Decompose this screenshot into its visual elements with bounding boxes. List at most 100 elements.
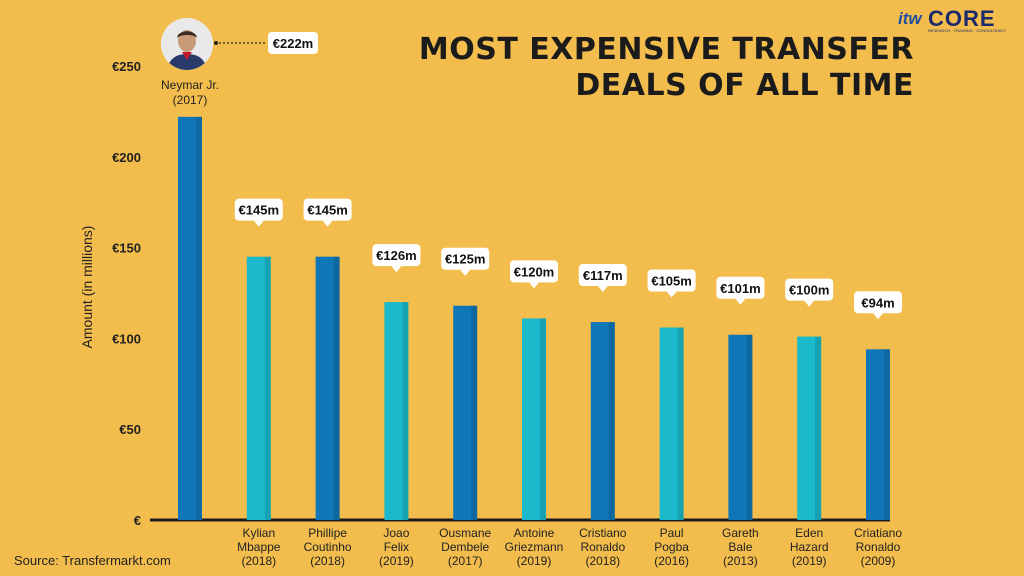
value-callout-box bbox=[234, 198, 283, 221]
x-tick-label: (2009) bbox=[861, 554, 896, 568]
logo-tagline: RESEARCH · TRAINING · CONSULTANCY bbox=[928, 28, 1007, 33]
value-callout-pointer bbox=[597, 286, 608, 293]
bar bbox=[384, 302, 409, 520]
x-tick-label: (2013) bbox=[723, 554, 758, 568]
bar-shade bbox=[471, 305, 478, 520]
bar bbox=[590, 322, 615, 520]
bar-shade bbox=[402, 302, 409, 520]
source-note: Source: Transfermarkt.com bbox=[14, 553, 171, 568]
value-callout-pointer bbox=[322, 220, 333, 227]
value-callout-pointer bbox=[529, 282, 539, 289]
x-tick-label: Coutinho bbox=[304, 540, 352, 554]
x-tick-label: Cristiano bbox=[579, 526, 627, 540]
bar-shade bbox=[884, 349, 890, 520]
x-tick-label: Eden bbox=[795, 526, 823, 540]
x-tick-label: Phillipe bbox=[308, 526, 347, 540]
x-tick-label: (2019) bbox=[517, 554, 552, 568]
x-tick-label: Pogba bbox=[654, 540, 689, 554]
x-tick-label: Paul bbox=[660, 526, 684, 540]
logo-prefix: itw bbox=[898, 9, 922, 28]
value-label: €101m bbox=[720, 281, 760, 296]
featured-connector-dot bbox=[214, 41, 218, 45]
bar-shade bbox=[540, 318, 546, 520]
bar-shade bbox=[746, 334, 753, 520]
bar bbox=[866, 349, 890, 520]
x-tick-label: Ousmane bbox=[439, 526, 491, 540]
featured-player-year: (2017) bbox=[172, 93, 208, 107]
featured-player-label: Neymar Jr. (2017) bbox=[140, 78, 240, 108]
value-callout-pointer bbox=[804, 300, 815, 307]
value-label: €125m bbox=[445, 252, 485, 267]
value-callout-box bbox=[303, 198, 352, 221]
player-avatar bbox=[161, 18, 213, 70]
x-tick-label: Criatiano bbox=[854, 526, 902, 540]
x-tick-label: (2019) bbox=[379, 554, 414, 568]
featured-player-name: Neymar Jr. bbox=[160, 78, 219, 92]
title-line-2: DEALS OF ALL TIME bbox=[575, 68, 914, 103]
value-label: €100m bbox=[789, 283, 829, 298]
logo-main: CORE bbox=[928, 6, 996, 31]
x-tick-label: Griezmann bbox=[505, 540, 564, 554]
value-callout-box bbox=[716, 276, 765, 299]
x-tick-label: (2019) bbox=[792, 554, 827, 568]
bar-shade bbox=[608, 322, 615, 520]
featured-callout-box bbox=[268, 32, 318, 54]
x-tick-label: Antoine bbox=[514, 526, 555, 540]
bar bbox=[246, 256, 271, 520]
value-callout-box bbox=[854, 291, 902, 314]
value-callout-box bbox=[578, 264, 627, 287]
value-callout-pointer bbox=[460, 269, 471, 276]
x-tick-label: (2016) bbox=[654, 554, 689, 568]
bar bbox=[453, 305, 478, 520]
value-callout-box bbox=[785, 278, 834, 301]
value-callout-pointer bbox=[253, 220, 264, 227]
y-tick-label: €100 bbox=[112, 331, 141, 346]
x-tick-label: Ronaldo bbox=[856, 540, 901, 554]
title-line-1: MOST EXPENSIVE TRANSFER bbox=[418, 32, 914, 67]
y-tick-label: €50 bbox=[119, 422, 141, 437]
bar bbox=[728, 334, 753, 520]
x-tick-label: (2018) bbox=[241, 554, 276, 568]
x-tick-label: Hazard bbox=[790, 540, 829, 554]
featured-value-label: €222m bbox=[273, 36, 313, 51]
x-tick-label: Gareth bbox=[722, 526, 759, 540]
y-tick-label: € bbox=[134, 513, 141, 528]
value-callout-pointer bbox=[873, 313, 883, 320]
value-label: €120m bbox=[514, 264, 554, 279]
value-label: €126m bbox=[376, 248, 416, 263]
value-callout-pointer bbox=[666, 291, 677, 298]
value-label: €145m bbox=[239, 203, 279, 218]
value-callout-box bbox=[647, 269, 696, 292]
value-callout-box bbox=[441, 247, 490, 270]
bar-shade bbox=[333, 256, 340, 520]
bar bbox=[522, 318, 546, 520]
brand-logo: itw CORE RESEARCH · TRAINING · CONSULTAN… bbox=[898, 4, 1018, 33]
chart-title: MOST EXPENSIVE TRANSFER DEALS OF ALL TIM… bbox=[419, 32, 914, 104]
x-tick-label: Bale bbox=[728, 540, 752, 554]
y-tick-label: €250 bbox=[112, 59, 141, 74]
value-label: €117m bbox=[583, 268, 623, 283]
y-tick-label: €200 bbox=[112, 150, 141, 165]
value-label: €105m bbox=[651, 274, 691, 289]
bar-shade bbox=[264, 256, 271, 520]
x-tick-label: Kylian bbox=[242, 526, 275, 540]
bar-shade bbox=[196, 116, 202, 521]
value-label: €94m bbox=[861, 295, 894, 310]
x-tick-label: Ronaldo bbox=[580, 540, 625, 554]
y-axis-label: Amount (in millions) bbox=[79, 226, 95, 349]
y-tick-label: €150 bbox=[112, 241, 141, 256]
bar-shade bbox=[815, 336, 822, 520]
bar bbox=[315, 256, 340, 520]
x-tick-label: Joao bbox=[383, 526, 409, 540]
value-label: €145m bbox=[307, 203, 347, 218]
value-callout-box bbox=[372, 244, 421, 267]
x-tick-label: (2017) bbox=[448, 554, 483, 568]
value-callout-pointer bbox=[735, 298, 746, 305]
value-callout-pointer bbox=[391, 266, 402, 273]
bar bbox=[797, 336, 822, 520]
x-tick-label: (2018) bbox=[310, 554, 345, 568]
x-tick-label: Mbappe bbox=[237, 540, 281, 554]
bar bbox=[178, 116, 202, 521]
